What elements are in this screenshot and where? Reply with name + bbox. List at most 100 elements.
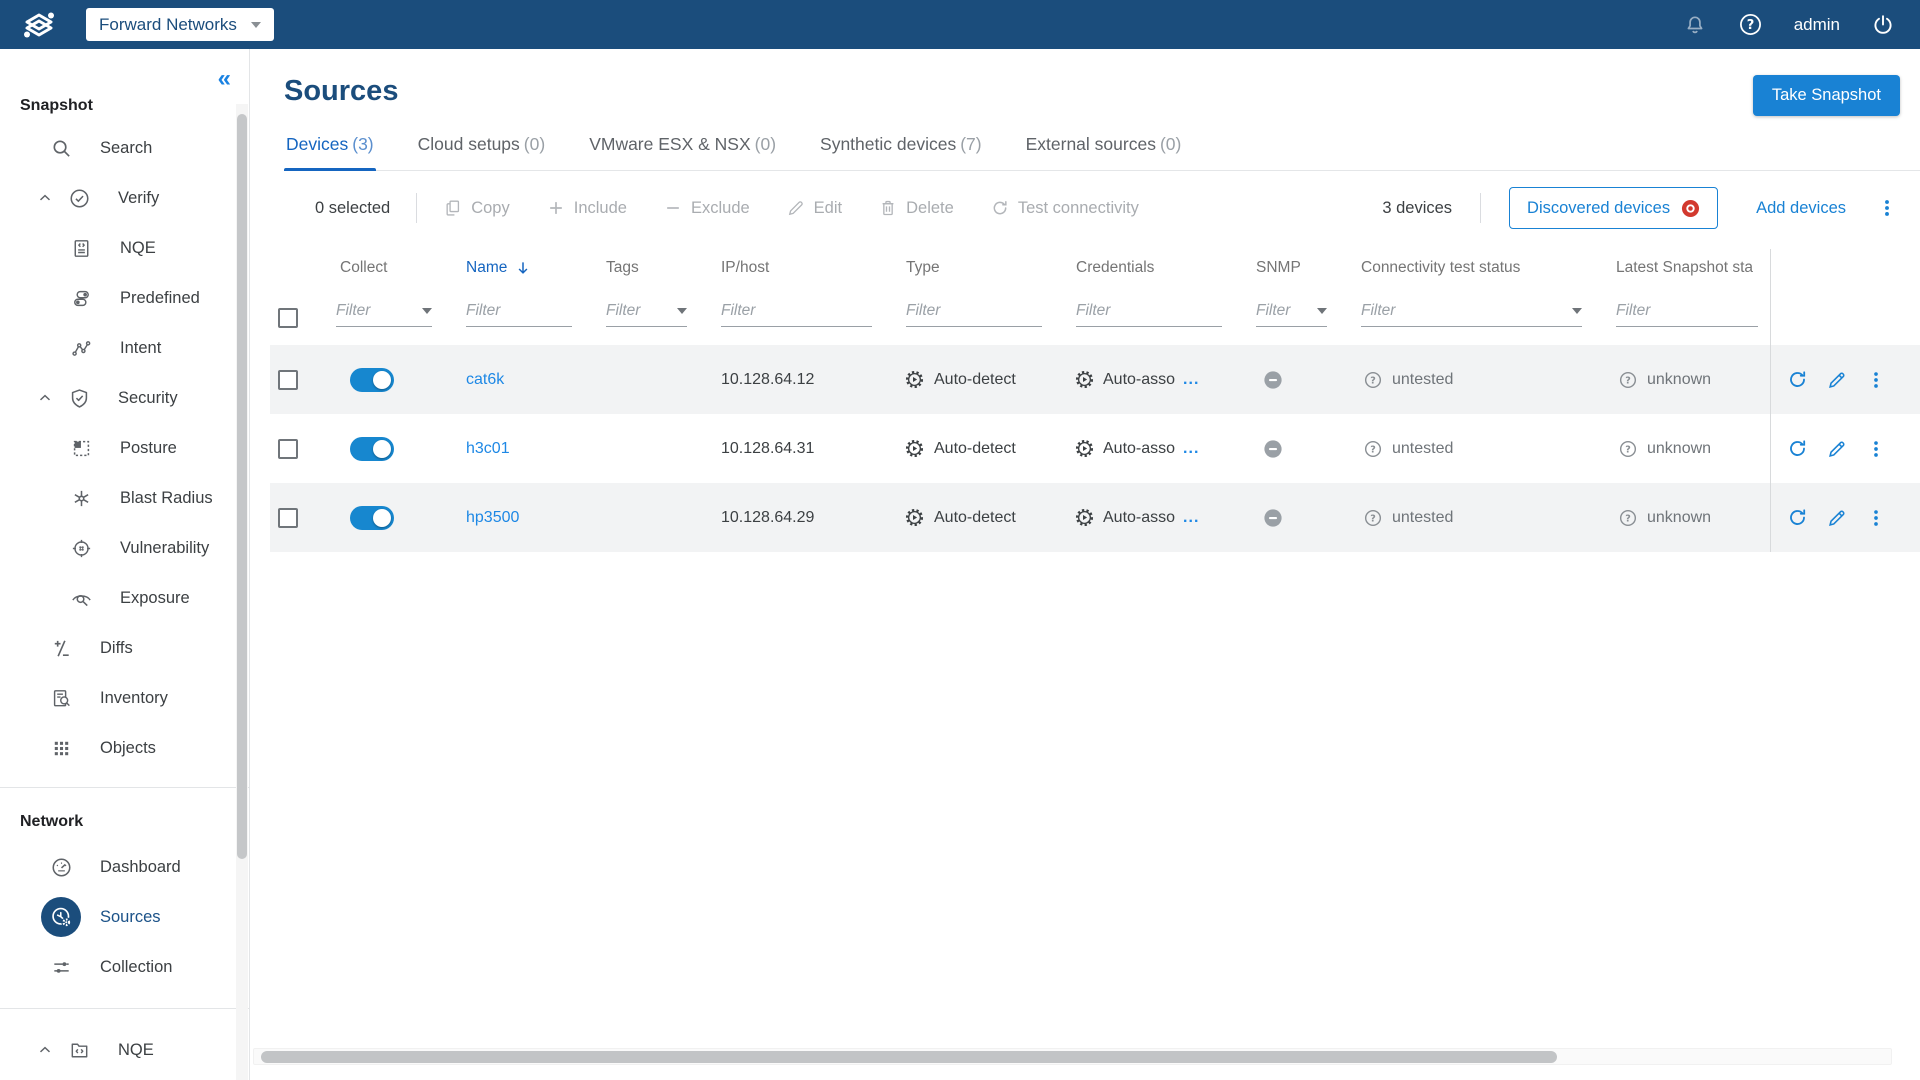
row-checkbox[interactable] — [278, 438, 298, 459]
sidebar-item-library[interactable]: Library — [0, 1075, 249, 1080]
column-header-name[interactable]: Name — [460, 249, 600, 287]
credentials-more-link[interactable]: ... — [1183, 370, 1200, 388]
horizontal-scrollbar[interactable] — [253, 1048, 1892, 1065]
filter-collect-caret-icon[interactable] — [422, 307, 432, 314]
sidebar-scrollbar[interactable] — [236, 104, 248, 1080]
filter-connectivity-caret-icon[interactable] — [1572, 307, 1582, 314]
tab-devices[interactable]: Devices (3) — [284, 132, 376, 171]
device-name-link[interactable]: cat6k — [466, 370, 505, 388]
row-more-menu-icon[interactable] — [1865, 369, 1887, 391]
row-test-connectivity-icon[interactable] — [1786, 506, 1809, 529]
test-connectivity-button[interactable]: Test connectivity — [990, 198, 1139, 218]
tags-cell — [600, 345, 715, 414]
user-menu[interactable]: admin — [1793, 14, 1840, 34]
edit-button[interactable]: Edit — [786, 198, 842, 218]
column-header-type[interactable]: Type — [906, 259, 940, 276]
notifications-bell-icon[interactable] — [1682, 12, 1708, 38]
toolbar-more-menu-icon[interactable] — [1876, 197, 1898, 219]
sidebar-item-dashboard[interactable]: Dashboard — [0, 842, 249, 892]
tab-cloud-setups[interactable]: Cloud setups (0) — [417, 134, 546, 154]
tab-synthetic-devices[interactable]: Synthetic devices (7) — [820, 134, 982, 154]
row-edit-icon[interactable] — [1826, 507, 1848, 529]
collect-toggle[interactable] — [350, 436, 394, 461]
row-edit-icon[interactable] — [1826, 438, 1848, 460]
column-header-credentials[interactable]: Credentials — [1076, 259, 1155, 276]
row-checkbox[interactable] — [278, 369, 298, 390]
sidebar-nav: « Snapshot Search Verify NQE Predefined … — [0, 49, 250, 1080]
filter-connectivity-input[interactable] — [1361, 301, 1566, 320]
horizontal-scrollbar-thumb[interactable] — [261, 1051, 1557, 1063]
chevron-up-icon[interactable] — [36, 189, 66, 207]
chevron-up-icon[interactable] — [36, 389, 66, 407]
sidebar-item-posture[interactable]: Posture — [0, 423, 249, 473]
sidebar-item-diffs[interactable]: Diffs — [0, 623, 249, 673]
sidebar-item-vulnerability[interactable]: Vulnerability — [0, 523, 249, 573]
delete-button[interactable]: Delete — [878, 198, 954, 218]
sidebar-item-nqe[interactable]: NQE — [0, 223, 249, 273]
snmp-cell — [1250, 483, 1355, 552]
sidebar-item-objects[interactable]: Objects — [0, 723, 249, 773]
discovered-devices-button[interactable]: Discovered devices — [1509, 187, 1719, 229]
device-name-link[interactable]: h3c01 — [466, 439, 510, 457]
sidebar-item-exposure[interactable]: Exposure — [0, 573, 249, 623]
filter-collect-input[interactable] — [336, 301, 416, 320]
filter-type-input[interactable] — [906, 301, 1042, 320]
snmp-cell — [1250, 414, 1355, 483]
chevron-up-icon[interactable] — [36, 1041, 66, 1059]
sidebar-item-security[interactable]: Security — [0, 373, 249, 423]
column-header-latest-snapshot[interactable]: Latest Snapshot sta — [1616, 259, 1754, 276]
snmp-cell — [1250, 345, 1355, 414]
sidebar-section-network: Network — [20, 813, 84, 830]
credentials-cell: Auto-asso ... — [1070, 345, 1250, 414]
row-checkbox[interactable] — [278, 507, 298, 528]
filter-latest-snapshot-input[interactable] — [1616, 301, 1758, 320]
sidebar-item-intent[interactable]: Intent — [0, 323, 249, 373]
take-snapshot-button[interactable]: Take Snapshot — [1752, 75, 1900, 116]
org-selector-button[interactable]: Forward Networks — [86, 8, 274, 41]
filter-tags-input[interactable] — [606, 301, 671, 320]
column-header-tags[interactable]: Tags — [606, 259, 639, 276]
sidebar-collapse-icon[interactable]: « — [217, 65, 231, 92]
include-button[interactable]: Include — [546, 198, 627, 218]
row-edit-icon[interactable] — [1826, 369, 1848, 391]
column-header-snmp[interactable]: SNMP — [1256, 259, 1301, 276]
sidebar-item-predefined[interactable]: Predefined — [0, 273, 249, 323]
credentials-more-link[interactable]: ... — [1183, 508, 1200, 526]
filter-snmp-caret-icon[interactable] — [1317, 307, 1327, 314]
sidebar-item-sources[interactable]: Sources — [0, 892, 249, 942]
copy-button[interactable]: Copy — [443, 198, 510, 218]
filter-snmp-input[interactable] — [1256, 301, 1311, 320]
column-header-ip-host[interactable]: IP/host — [721, 259, 770, 276]
row-test-connectivity-icon[interactable] — [1786, 368, 1809, 391]
sidebar-item-inventory[interactable]: Inventory — [0, 673, 249, 723]
tab-external-sources[interactable]: External sources (0) — [1025, 134, 1182, 154]
tab-vmware-esx-nsx[interactable]: VMware ESX & NSX (0) — [589, 134, 777, 154]
sidebar-item-blast-radius[interactable]: Blast Radius — [0, 473, 249, 523]
row-test-connectivity-icon[interactable] — [1786, 437, 1809, 460]
collect-toggle[interactable] — [350, 367, 394, 392]
logout-power-icon[interactable] — [1870, 12, 1896, 38]
type-cell: Auto-detect — [900, 345, 1070, 414]
filter-ip-input[interactable] — [721, 301, 872, 320]
predefined-toggles-icon — [68, 285, 94, 311]
column-header-connectivity[interactable]: Connectivity test status — [1361, 259, 1521, 276]
exclude-button[interactable]: Exclude — [667, 198, 750, 217]
help-icon[interactable]: ? — [1738, 12, 1764, 38]
table-header-row: Collect Name Tags IP/host Type Credentia… — [270, 249, 1920, 287]
column-header-collect[interactable]: Collect — [340, 259, 388, 276]
device-name-link[interactable]: hp3500 — [466, 508, 520, 526]
sidebar-item-nqe-network[interactable]: NQE — [0, 1025, 249, 1075]
sidebar-item-verify[interactable]: Verify — [0, 173, 249, 223]
sidebar-item-collection[interactable]: Collection — [0, 942, 249, 992]
row-more-menu-icon[interactable] — [1865, 438, 1887, 460]
row-more-menu-icon[interactable] — [1865, 507, 1887, 529]
sidebar-item-search[interactable]: Search — [0, 123, 249, 173]
filter-tags-caret-icon[interactable] — [677, 307, 687, 314]
add-devices-button[interactable]: Add devices — [1756, 198, 1846, 217]
filter-credentials-input[interactable] — [1076, 301, 1222, 320]
select-all-checkbox[interactable] — [278, 308, 298, 328]
collect-toggle[interactable] — [350, 505, 394, 530]
sidebar-scrollbar-thumb[interactable] — [237, 114, 247, 859]
credentials-more-link[interactable]: ... — [1183, 439, 1200, 457]
filter-name-input[interactable] — [466, 301, 572, 320]
